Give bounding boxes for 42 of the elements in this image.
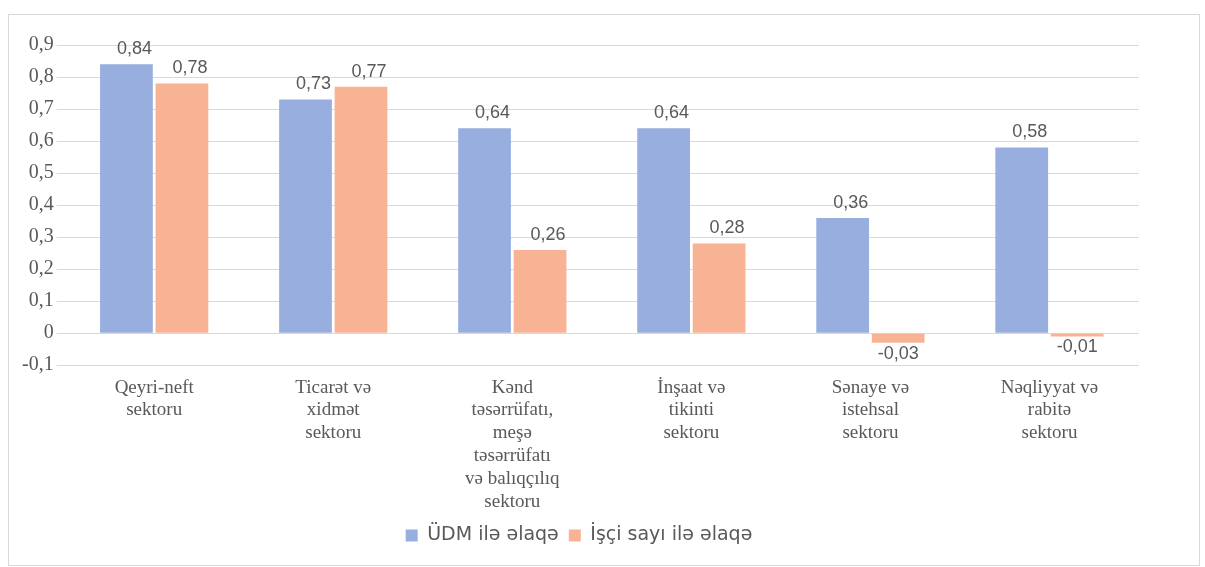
bar [100,64,153,333]
data-label: 0,28 [709,217,745,238]
data-label: 0,84 [116,38,152,59]
y-tick-label: 0,7 [28,96,54,119]
data-label: 0,64 [654,102,690,123]
bar [871,333,925,343]
bar [513,249,567,333]
bar [692,243,746,333]
y-tick-label: 0,4 [28,192,54,215]
bar [637,128,690,333]
bar [995,147,1049,333]
y-tick-label: 0,8 [28,64,54,87]
legend-label: ÜDM ilə əlaqə [427,522,559,545]
y-tick-label: 0,2 [28,256,54,279]
data-label: 0,58 [1012,121,1048,142]
x-tick-label: Kənd təsərrüfatı, meşə təsərrüfatı və balıqçılıq sektoru [465,375,561,511]
data-label: 0,64 [475,102,511,123]
y-tick-label: 0 [43,320,54,343]
y-tick-label: 0,3 [28,224,54,247]
data-label: 0,73 [295,73,332,94]
x-tick-label: Nəqliyyat və rabitə sektoru [1000,375,1099,443]
y-tick-label: -0,1 [21,352,54,375]
y-tick-label: 0,5 [28,160,54,183]
y-tick-label: 0,1 [28,288,54,311]
data-label: -0,03 [877,342,919,363]
legend-label: İşçi sayı ilə əlaqə [590,522,753,545]
x-tick-label: Ticarət və xidmət sektoru [295,375,372,443]
data-label: 0,77 [351,60,387,81]
bar [279,99,332,333]
bar [334,86,388,333]
data-label: 0,78 [172,57,208,78]
x-tick-label: İnşaat və tikinti sektoru [657,375,726,443]
data-label: -0,01 [1056,336,1098,357]
x-tick-label: Qeyri-neft sektoru [114,375,195,420]
y-tick-label: 0,9 [28,32,54,55]
x-tick-label: Sənaye və istehsal sektoru [831,375,910,443]
data-label: 0,26 [530,223,566,244]
y-tick-label: 0,6 [28,128,54,151]
bar [816,217,870,333]
bar [155,83,209,333]
bar [458,128,511,333]
data-label: 0,36 [833,191,869,212]
